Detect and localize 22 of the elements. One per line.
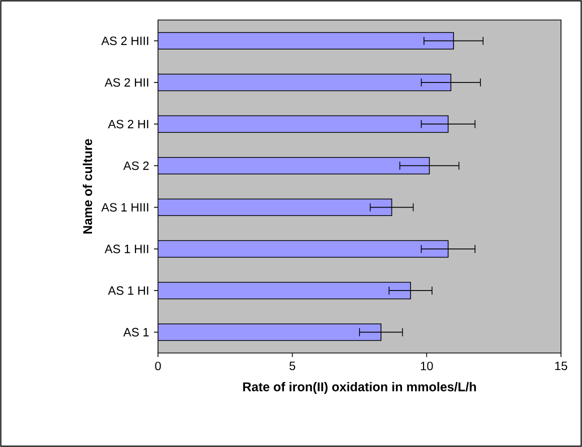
bar <box>158 198 392 216</box>
y-axis-title: Name of culture <box>82 139 92 234</box>
y-tick-label: AS 1 HIII <box>101 203 148 212</box>
x-axis-title: Rate of iron(II) oxidation in mmoles/L/h <box>243 382 476 394</box>
x-tick-label: 0 <box>155 362 161 370</box>
x-tick-label: 5 <box>289 362 296 370</box>
y-tick-label: AS 2 HIII <box>101 36 148 46</box>
y-tick-label: AS 2 <box>123 161 149 170</box>
y-tick-label: AS 1 <box>123 328 149 336</box>
bar <box>158 156 430 174</box>
bar <box>158 74 452 92</box>
x-tick-label: 15 <box>555 362 568 370</box>
bar <box>158 115 449 133</box>
y-tick-label: AS 2 HII <box>104 78 148 87</box>
bar <box>158 240 449 258</box>
y-tick-label: AS 1 HII <box>104 244 148 254</box>
bar <box>158 32 454 50</box>
y-tick-label: AS 2 HI <box>108 120 148 128</box>
bar <box>158 323 382 341</box>
bar <box>158 282 411 300</box>
x-tick-label: 10 <box>420 362 433 370</box>
y-tick-label: AS 1 HI <box>108 286 148 295</box>
